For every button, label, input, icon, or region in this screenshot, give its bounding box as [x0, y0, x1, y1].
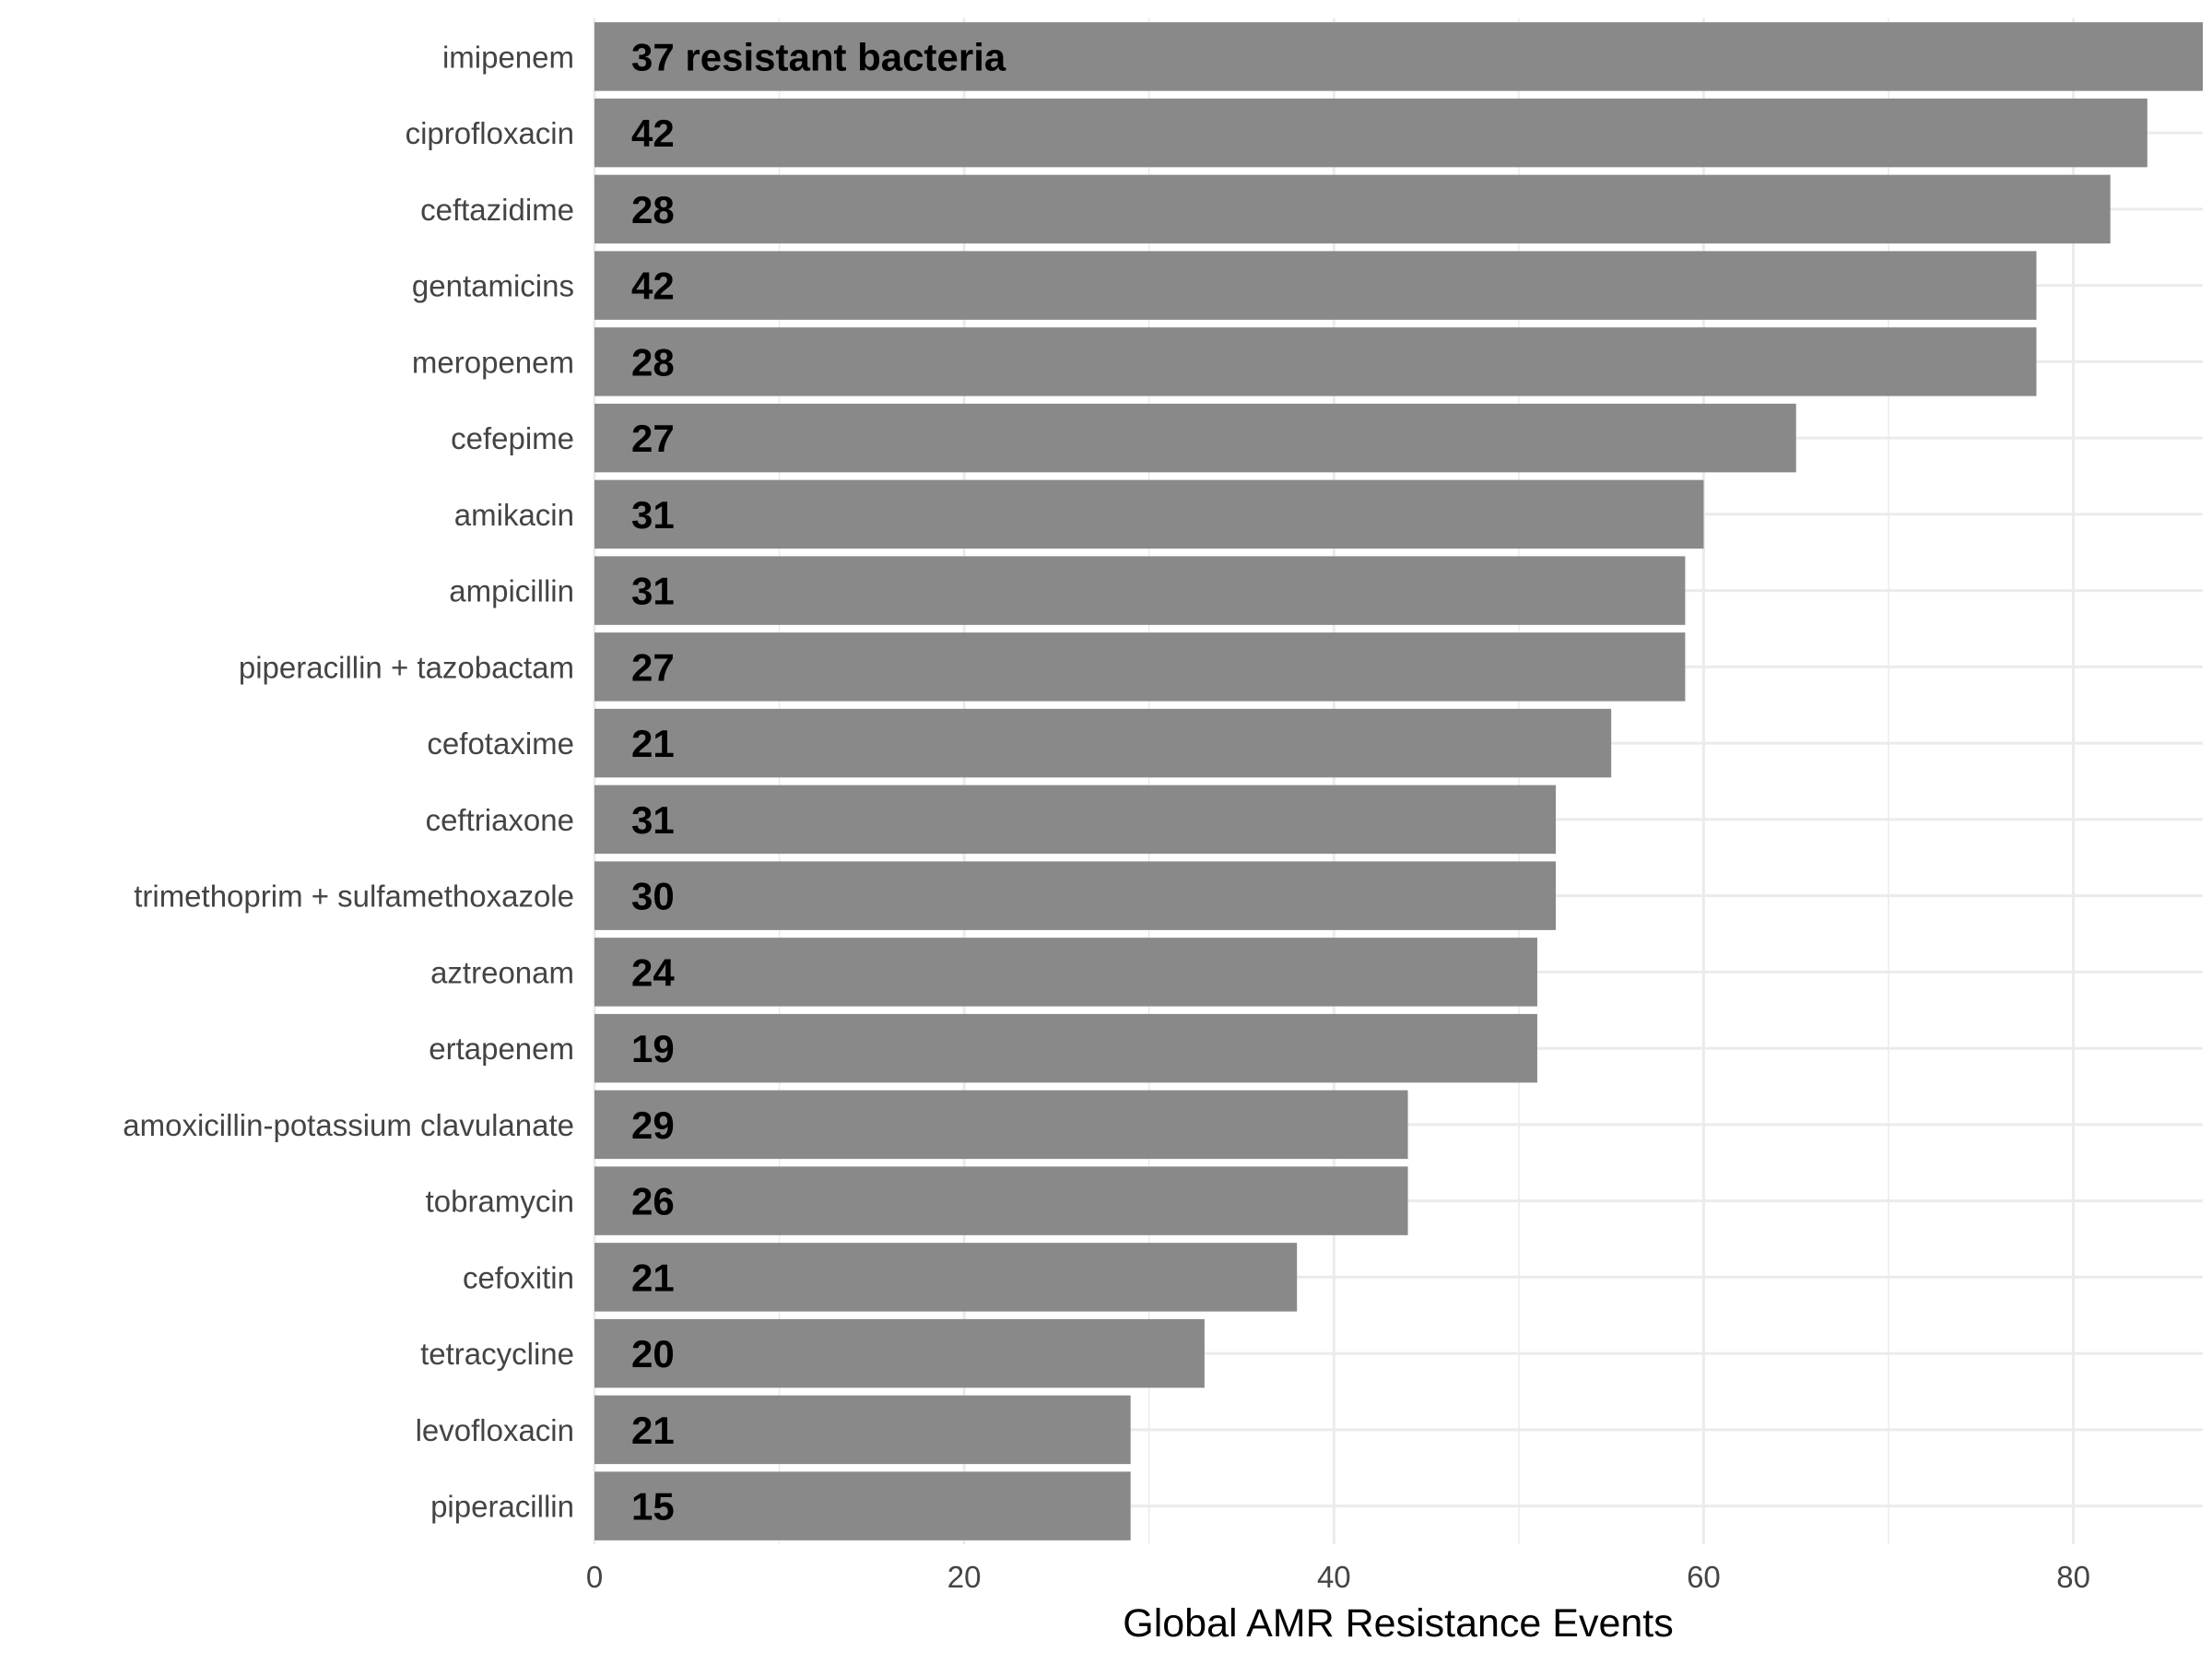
x-axis-ticks: 0 20 40 60 80: [586, 1560, 2090, 1594]
category-label: cefoxitin: [463, 1260, 574, 1294]
bar-value-label: 21: [631, 722, 675, 765]
grid-lines: [593, 18, 2203, 1544]
category-label: ampicillin: [449, 574, 574, 608]
bar-value-label: 15: [631, 1485, 675, 1528]
category-label: levofloxacin: [416, 1413, 574, 1447]
bar-value-label: 26: [631, 1180, 675, 1223]
bar-value-label: 31: [631, 570, 675, 613]
bar: [594, 174, 2111, 244]
bar-value-labels: 37 resistant bacteria 42 28 42 28 27 31 31 27 21 3…: [631, 35, 1006, 1528]
category-label: tetracycline: [420, 1337, 574, 1371]
bar-value-label: 30: [631, 875, 675, 918]
bar: [594, 785, 1556, 855]
category-label: ertapenem: [429, 1032, 574, 1066]
category-label: ceftazidime: [420, 193, 574, 227]
bar-value-label: 21: [631, 1256, 675, 1299]
bar-value-label: 27: [631, 645, 675, 689]
category-label: meropenem: [412, 345, 574, 379]
bar-value-label: 21: [631, 1409, 675, 1452]
bar: [594, 556, 1686, 625]
bar: [594, 403, 1796, 473]
bar: [594, 1013, 1537, 1083]
bar-value-label: 37 resistant bacteria: [631, 35, 1006, 78]
category-label: tobramycin: [426, 1185, 574, 1219]
bar: [594, 98, 2147, 168]
bar-value-label: 42: [631, 112, 675, 155]
category-label: trimethoprim + sulfamethoxazole: [134, 879, 574, 914]
bar-value-label: 27: [631, 417, 675, 460]
bar: [594, 632, 1686, 702]
bar: [594, 1318, 1205, 1388]
category-label: ceftriaxone: [426, 803, 574, 837]
bar-value-label: 19: [631, 1027, 675, 1070]
bar: [594, 1090, 1408, 1160]
category-label: cefotaxime: [427, 726, 574, 761]
x-tick-label: 80: [2056, 1560, 2090, 1594]
bar: [594, 1471, 1131, 1540]
bar: [594, 327, 2037, 396]
category-label: cefepime: [451, 421, 574, 455]
bar: [594, 708, 1612, 778]
bar-value-label: 24: [631, 950, 675, 994]
category-label: imipenem: [442, 40, 574, 74]
bar-value-label: 28: [631, 188, 675, 231]
category-label: gentamicins: [412, 269, 574, 303]
bar: [594, 1166, 1408, 1235]
x-tick-label: 40: [1317, 1560, 1351, 1594]
bar-value-label: 29: [631, 1103, 675, 1147]
bar: [594, 1395, 1131, 1465]
bar-value-label: 28: [631, 340, 675, 384]
category-labels: imipenem ciprofloxacin ceftazidime gentamic…: [123, 40, 574, 1523]
bar-value-label: 42: [631, 265, 675, 308]
x-tick-label: 60: [1687, 1560, 1721, 1594]
x-tick-label: 20: [947, 1560, 982, 1594]
bar-value-label: 20: [631, 1332, 675, 1375]
category-label: amikacin: [454, 498, 574, 532]
bar: [594, 251, 2037, 320]
category-label: piperacillin + tazobactam: [239, 650, 574, 684]
x-tick-label: 0: [586, 1560, 603, 1594]
category-label: amoxicillin-potassium clavulanate: [123, 1108, 574, 1142]
bar: [594, 861, 1556, 930]
bar: [594, 1243, 1298, 1312]
category-label: ciprofloxacin: [406, 116, 574, 150]
x-axis-title: Global AMR Resistance Events: [1123, 1601, 1674, 1646]
category-label: piperacillin: [430, 1490, 574, 1524]
bar: [594, 479, 1704, 549]
bars: [594, 22, 2203, 1540]
bar: [594, 22, 2203, 91]
bar-value-label: 31: [631, 493, 675, 537]
bar-value-label: 31: [631, 798, 675, 842]
category-label: aztreonam: [430, 955, 574, 989]
bar: [594, 938, 1537, 1007]
